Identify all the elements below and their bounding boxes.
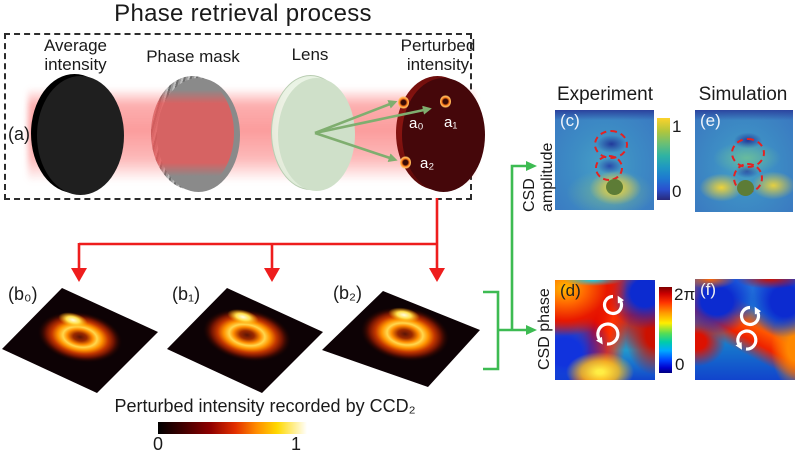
hot-colorbar [158, 422, 307, 434]
ccd-caption: Perturbed intensity recorded by CCD₂ [114, 396, 416, 416]
phase-mask-disk [151, 76, 240, 192]
panel-e-label: (e) [700, 111, 721, 130]
phase-colorbar-min: 0 [675, 355, 685, 374]
experiment-header: Experiment [556, 84, 654, 105]
panel-a-label: (a) [8, 124, 30, 144]
spot-a0-icon [398, 96, 409, 109]
phase-colorbar-max: 2π [674, 285, 696, 304]
green-dot-icon [606, 179, 623, 195]
phase-colorbar [659, 287, 672, 373]
csd-amplitude-experiment-panel: (c) [555, 110, 654, 210]
phase-mask-label: Phase mask [146, 47, 240, 66]
perturbed-intensity-label: Perturbed intensity [400, 36, 476, 74]
spot-a1-icon [440, 95, 451, 108]
spot-a2-icon [400, 156, 411, 169]
lens-disk [271, 75, 355, 191]
spot-a2-label: a₂ [420, 155, 435, 172]
panel-c-label: (c) [560, 111, 580, 130]
hot-colorbar-min: 0 [152, 434, 163, 454]
red-flow-arrows [71, 198, 445, 282]
average-intensity-disk [31, 74, 124, 195]
panel-f-label: (f) [700, 280, 717, 299]
average-intensity-label: Average intensity [43, 36, 107, 74]
hot-colorbar-max: 1 [290, 434, 301, 454]
amplitude-colorbar-max: 1 [672, 117, 682, 136]
panel-b0-label: (b₀) [8, 284, 38, 304]
perturbed-intensity-disk [396, 76, 485, 192]
green-dot-icon [737, 180, 754, 196]
figure-title: Phase retrieval process [114, 0, 372, 27]
amplitude-colorbar-min: 0 [672, 182, 682, 201]
lens-label: Lens [291, 45, 329, 64]
csd-phase-experiment-panel: (d) [555, 280, 655, 380]
amplitude-colorbar [657, 118, 670, 200]
simulation-header: Simulation [698, 84, 788, 105]
panel-b2-label: (b₂) [333, 283, 362, 303]
csd-phase-row-label: CSD phase [536, 288, 553, 370]
csd-phase-simulation-panel: (f) [695, 279, 795, 380]
spot-a0-label: a₀ [409, 115, 424, 132]
surface-plot-b2 [322, 291, 480, 387]
spot-a1-label: a₁ [444, 114, 458, 131]
csd-amplitude-simulation-panel: (e) [695, 110, 793, 212]
panel-b1-label: (b₁) [172, 284, 201, 304]
csd-amplitude-row-label: CSD amplitude [521, 142, 556, 212]
panel-d-label: (d) [560, 281, 581, 300]
dashed-circle-icon [595, 155, 623, 181]
